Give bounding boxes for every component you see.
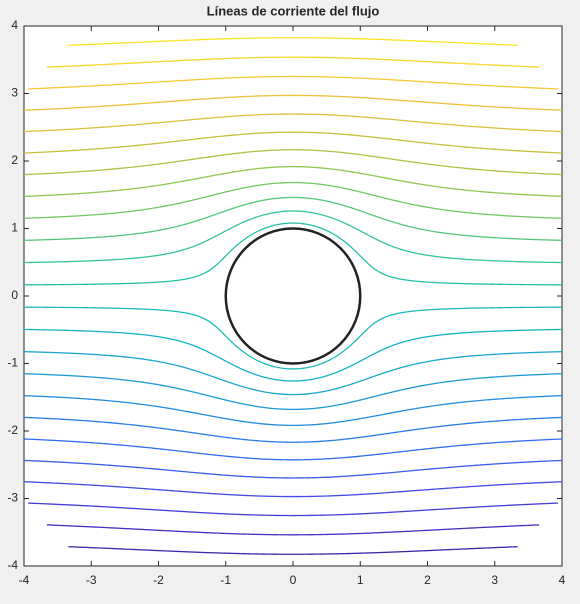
streamline (68, 37, 518, 46)
x-tick-label: -1 (220, 573, 231, 587)
x-tick-label: 0 (290, 573, 297, 587)
x-tick-label: 3 (491, 573, 498, 587)
streamline (23, 94, 563, 111)
streamline (23, 328, 563, 382)
x-tick-label: 2 (424, 573, 431, 587)
cylinder (224, 227, 362, 365)
y-tick-label: -3 (7, 491, 18, 505)
streamline (28, 75, 558, 90)
y-tick-label: 1 (11, 221, 18, 235)
streamline (23, 196, 563, 241)
streamline (23, 306, 563, 370)
y-tick-label: 3 (11, 86, 18, 100)
streamline (23, 394, 563, 427)
streamline (23, 165, 563, 198)
x-tick-label: 1 (357, 573, 364, 587)
streamline (23, 438, 563, 461)
streamline (68, 546, 518, 555)
x-tick-label: 4 (559, 573, 566, 587)
y-tick-label: -4 (7, 558, 18, 572)
x-tick-label: -4 (19, 573, 30, 587)
streamline (23, 181, 563, 219)
streamline (23, 416, 563, 443)
streamline (23, 210, 563, 264)
streamline (46, 524, 540, 536)
y-tick-label: -2 (7, 423, 18, 437)
streamline (23, 373, 563, 411)
y-tick-label: 4 (11, 18, 18, 32)
y-tick-label: 0 (11, 288, 18, 302)
streamline (28, 502, 558, 517)
streamline (23, 131, 563, 154)
streamline (23, 149, 563, 176)
streamline (23, 351, 563, 396)
streamline (46, 56, 540, 68)
streamline (23, 113, 563, 133)
streamline (23, 222, 563, 286)
chart-title: Líneas de corriente del flujo (207, 3, 380, 18)
y-tick-label: -1 (7, 356, 18, 370)
y-tick-label: 2 (11, 153, 18, 167)
x-tick-label: -3 (86, 573, 97, 587)
streamline (23, 481, 563, 498)
x-tick-label: -2 (153, 573, 164, 587)
streamline (23, 459, 563, 479)
